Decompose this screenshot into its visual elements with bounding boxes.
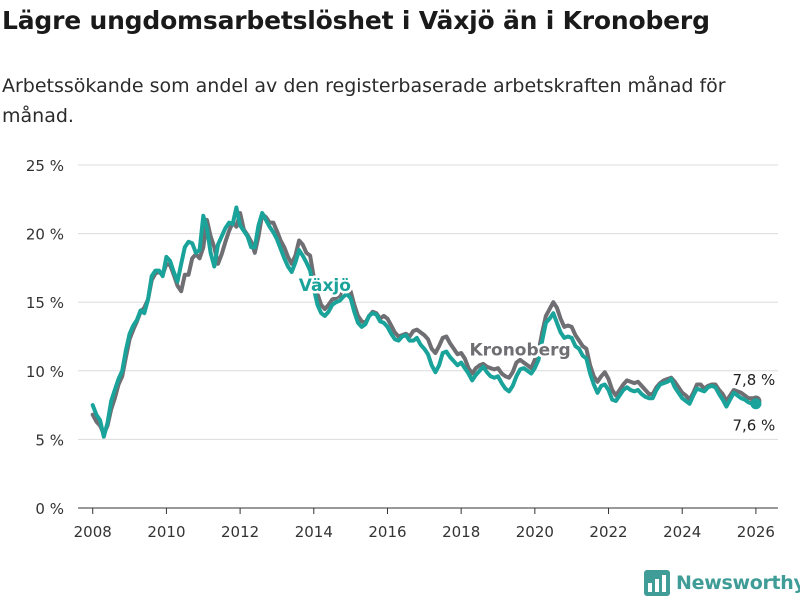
series-line-kronoberg [90, 211, 758, 436]
x-tick-label: 2010 [147, 523, 185, 541]
gridlines [78, 164, 778, 440]
x-tick-label: 2026 [737, 523, 775, 541]
y-tick-label: 15 % [26, 294, 64, 312]
newsworthy-logo-icon [644, 570, 670, 596]
series-name-label-vaxjo: Växjö [299, 276, 351, 296]
x-axis-ticks: 2008 2010 2012 2014 2016 2018 2020 2022 2024 2026 [74, 508, 775, 541]
end-value-label-kronoberg: 7,8 % [732, 371, 775, 389]
x-tick-label: 2022 [589, 523, 627, 541]
x-tick-label: 2016 [368, 523, 406, 541]
series-end-marker-vaxjo [750, 398, 762, 410]
y-axis-ticks: 0 % 5 % 10 % 15 % 20 % 25 % [26, 157, 64, 518]
x-tick-label: 2020 [516, 523, 554, 541]
x-tick-label: 2014 [295, 523, 333, 541]
y-tick-label: 25 % [26, 157, 64, 175]
series-labels: Kronoberg Växjö 7,8 % 7,6 % [296, 274, 778, 438]
series-line-vaxjo [90, 205, 758, 439]
y-tick-label: 5 % [35, 431, 64, 449]
y-tick-label: 0 % [35, 500, 64, 518]
series-lines [90, 205, 762, 439]
chart-subtitle: Arbetssökande som andel av den registerb… [2, 75, 726, 127]
x-tick-label: 2012 [221, 523, 259, 541]
y-tick-label: 20 % [26, 226, 64, 244]
x-tick-label: 2024 [663, 523, 701, 541]
x-tick-label: 2008 [74, 523, 112, 541]
newsworthy-logo-text: Newsworthy [676, 572, 800, 594]
newsworthy-logo: Newsworthy [644, 568, 800, 598]
y-tick-label: 10 % [26, 363, 64, 381]
chart-title: Lägre ungdomsarbetslöshet i Växjö än i K… [2, 6, 710, 35]
series-name-label-kronoberg: Kronoberg [469, 341, 570, 361]
end-value-label-vaxjo: 7,6 % [732, 417, 775, 435]
x-tick-label: 2018 [442, 523, 480, 541]
